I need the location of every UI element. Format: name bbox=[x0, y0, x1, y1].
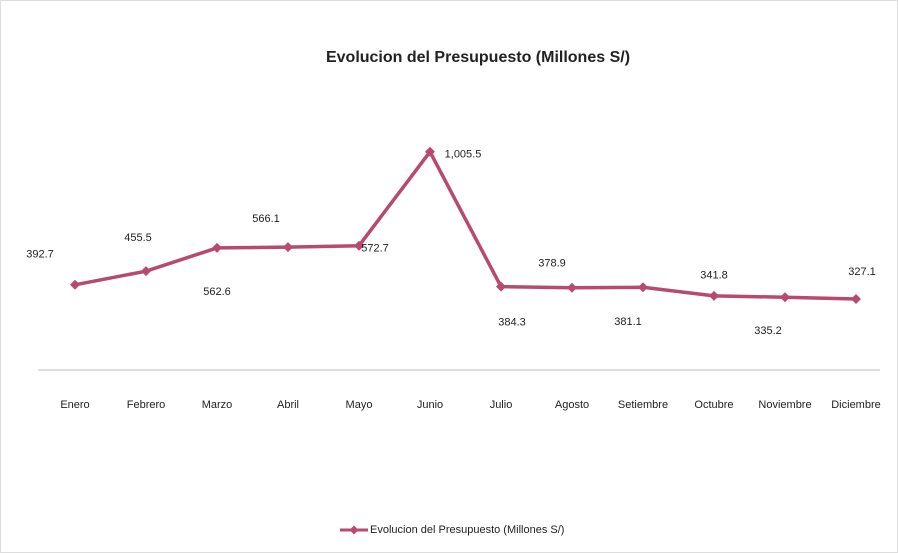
point-marker bbox=[141, 266, 151, 277]
x-tick-label: Octubre bbox=[694, 399, 733, 411]
data-label: 384.3 bbox=[498, 317, 526, 329]
point-marker bbox=[496, 281, 506, 292]
point-marker bbox=[283, 242, 293, 253]
x-tick-label: Junio bbox=[417, 399, 443, 411]
x-tick-label: Julio bbox=[490, 399, 513, 411]
data-label: 392.7 bbox=[26, 249, 54, 261]
series-line bbox=[74, 148, 857, 301]
x-tick-label: Febrero bbox=[127, 399, 166, 411]
point-marker bbox=[709, 290, 719, 301]
data-label: 562.6 bbox=[203, 286, 231, 298]
point-marker bbox=[212, 242, 222, 253]
point-marker bbox=[851, 294, 861, 305]
legend-marker bbox=[349, 525, 359, 535]
point-marker bbox=[70, 279, 80, 290]
x-tick-label: Diciembre bbox=[831, 399, 881, 411]
legend-label: Evolucion del Presupuesto (Millones S/) bbox=[370, 524, 564, 536]
x-tick-label: Mayo bbox=[346, 399, 373, 411]
data-label: 455.5 bbox=[124, 232, 152, 244]
point-marker bbox=[425, 146, 435, 157]
point-marker bbox=[780, 292, 790, 303]
data-label: 335.2 bbox=[754, 325, 782, 337]
x-tick-label: Enero bbox=[60, 399, 89, 411]
x-tick-label: Marzo bbox=[202, 399, 233, 411]
data-label: 566.1 bbox=[252, 213, 280, 225]
data-label: 1,005.5 bbox=[445, 149, 482, 161]
x-tick-label: Agosto bbox=[555, 399, 589, 411]
data-label: 381.1 bbox=[614, 316, 642, 328]
x-tick-label: Abril bbox=[277, 399, 299, 411]
data-label: 327.1 bbox=[848, 266, 876, 278]
x-tick-label: Noviembre bbox=[758, 399, 811, 411]
point-marker bbox=[567, 282, 577, 293]
point-marker bbox=[354, 240, 364, 251]
data-label: 341.8 bbox=[700, 270, 728, 282]
point-marker bbox=[638, 282, 648, 293]
chart-title: Evolucion del Presupuesto (Millones S/) bbox=[326, 49, 630, 66]
data-label: 378.9 bbox=[538, 258, 566, 270]
x-tick-label: Setiembre bbox=[618, 399, 668, 411]
data-label: 572.7 bbox=[361, 243, 389, 255]
